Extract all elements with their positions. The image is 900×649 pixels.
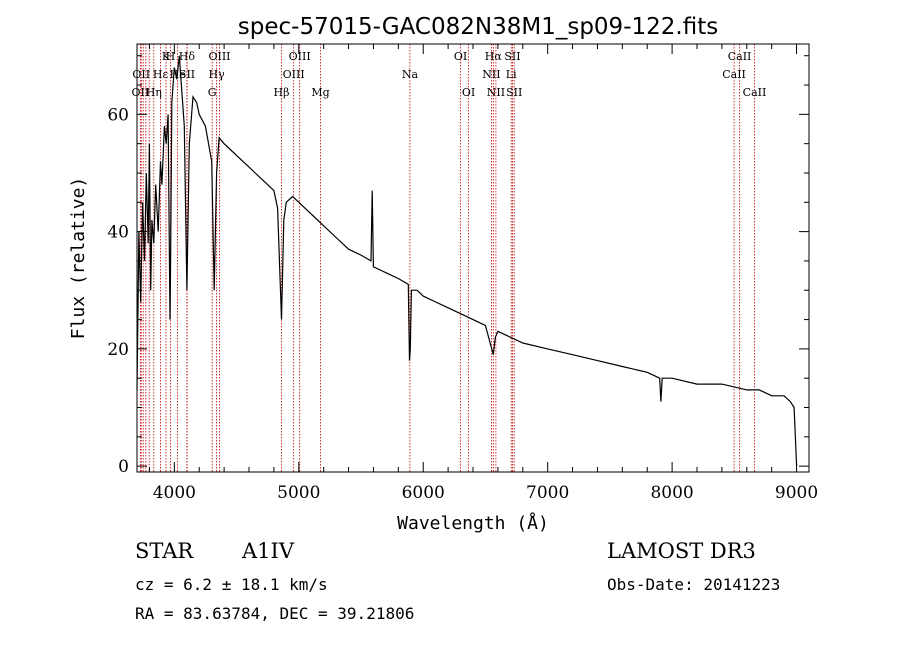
- spectral-line-label: CaII: [722, 68, 746, 81]
- redshift-cz: cz = 6.2 ± 18.1 km/s: [135, 575, 328, 594]
- y-tick-label: 0: [118, 457, 129, 477]
- spectral-line-label: Hγ: [209, 68, 226, 81]
- axis-tick-labels: 4000 5000 6000 7000 8000 9000 0 20 40 60: [107, 105, 818, 503]
- spectral-line-label: CaII: [743, 86, 767, 99]
- y-axis-label: Flux (relative): [68, 177, 89, 340]
- spectral-lines-layer: [139, 44, 755, 472]
- axis-ticks: [137, 44, 809, 472]
- spectral-line-labels: OIIOIIHηHεKHHeHδSIIGHγOIIIHβOIIIOIIIMgNa…: [132, 50, 767, 99]
- x-tick-label: 7000: [526, 483, 569, 503]
- spectral-line-label: OI: [454, 50, 467, 63]
- spectral-line-label: H: [166, 50, 176, 63]
- spectral-line-label: NII: [482, 68, 500, 81]
- spectral-line-label: Hη: [146, 86, 162, 99]
- spectral-line-label: Na: [402, 68, 419, 81]
- spectral-line-label: OII: [132, 68, 150, 81]
- x-tick-label: 4000: [153, 483, 196, 503]
- x-axis-label: Wavelength (Å): [397, 512, 549, 534]
- x-tick-label: 5000: [277, 483, 320, 503]
- plot-frame: [136, 43, 810, 473]
- spectral-line-label: SII: [504, 50, 520, 63]
- spectral-line-label: K: [162, 50, 171, 63]
- spectral-line-label: Hβ: [274, 86, 290, 99]
- spectral-line-label: Mg: [311, 86, 329, 99]
- object-subclass: A1IV: [241, 539, 295, 563]
- chart-title: spec-57015-GAC082N38M1_sp09-122.fits: [238, 14, 718, 40]
- spectral-line-label: Hα: [485, 50, 503, 63]
- observation-date: Obs-Date: 20141223: [607, 575, 780, 594]
- spectrum-series-line: [136, 55, 798, 467]
- x-tick-label: 9000: [775, 483, 818, 503]
- spectral-line-label: CaII: [728, 50, 752, 63]
- spectral-line-label: OIII: [289, 50, 311, 63]
- survey-name: LAMOST DR3: [607, 539, 756, 563]
- spectral-line-label: SII: [179, 68, 195, 81]
- y-tick-label: 40: [107, 223, 129, 243]
- y-tick-label: 60: [107, 105, 129, 125]
- spectral-line-label: NII: [487, 86, 505, 99]
- spectral-line-label: G: [208, 86, 217, 99]
- spectral-line-label: OIII: [283, 68, 305, 81]
- object-class: STAR: [135, 539, 194, 563]
- x-tick-label: 6000: [402, 483, 445, 503]
- x-tick-label: 8000: [650, 483, 693, 503]
- coordinates: RA = 83.63784, DEC = 39.21806: [135, 604, 414, 623]
- spectral-line-label: OI: [462, 86, 475, 99]
- y-tick-label: 20: [107, 340, 129, 360]
- spectral-line-label: SII: [506, 86, 522, 99]
- spectral-line-label: Hδ: [179, 50, 196, 63]
- spectral-line-label: OII: [132, 86, 150, 99]
- spectral-line-label: OIII: [208, 50, 230, 63]
- spectral-line-label: Li: [506, 68, 517, 81]
- spectral-line-label: Hε: [153, 68, 169, 81]
